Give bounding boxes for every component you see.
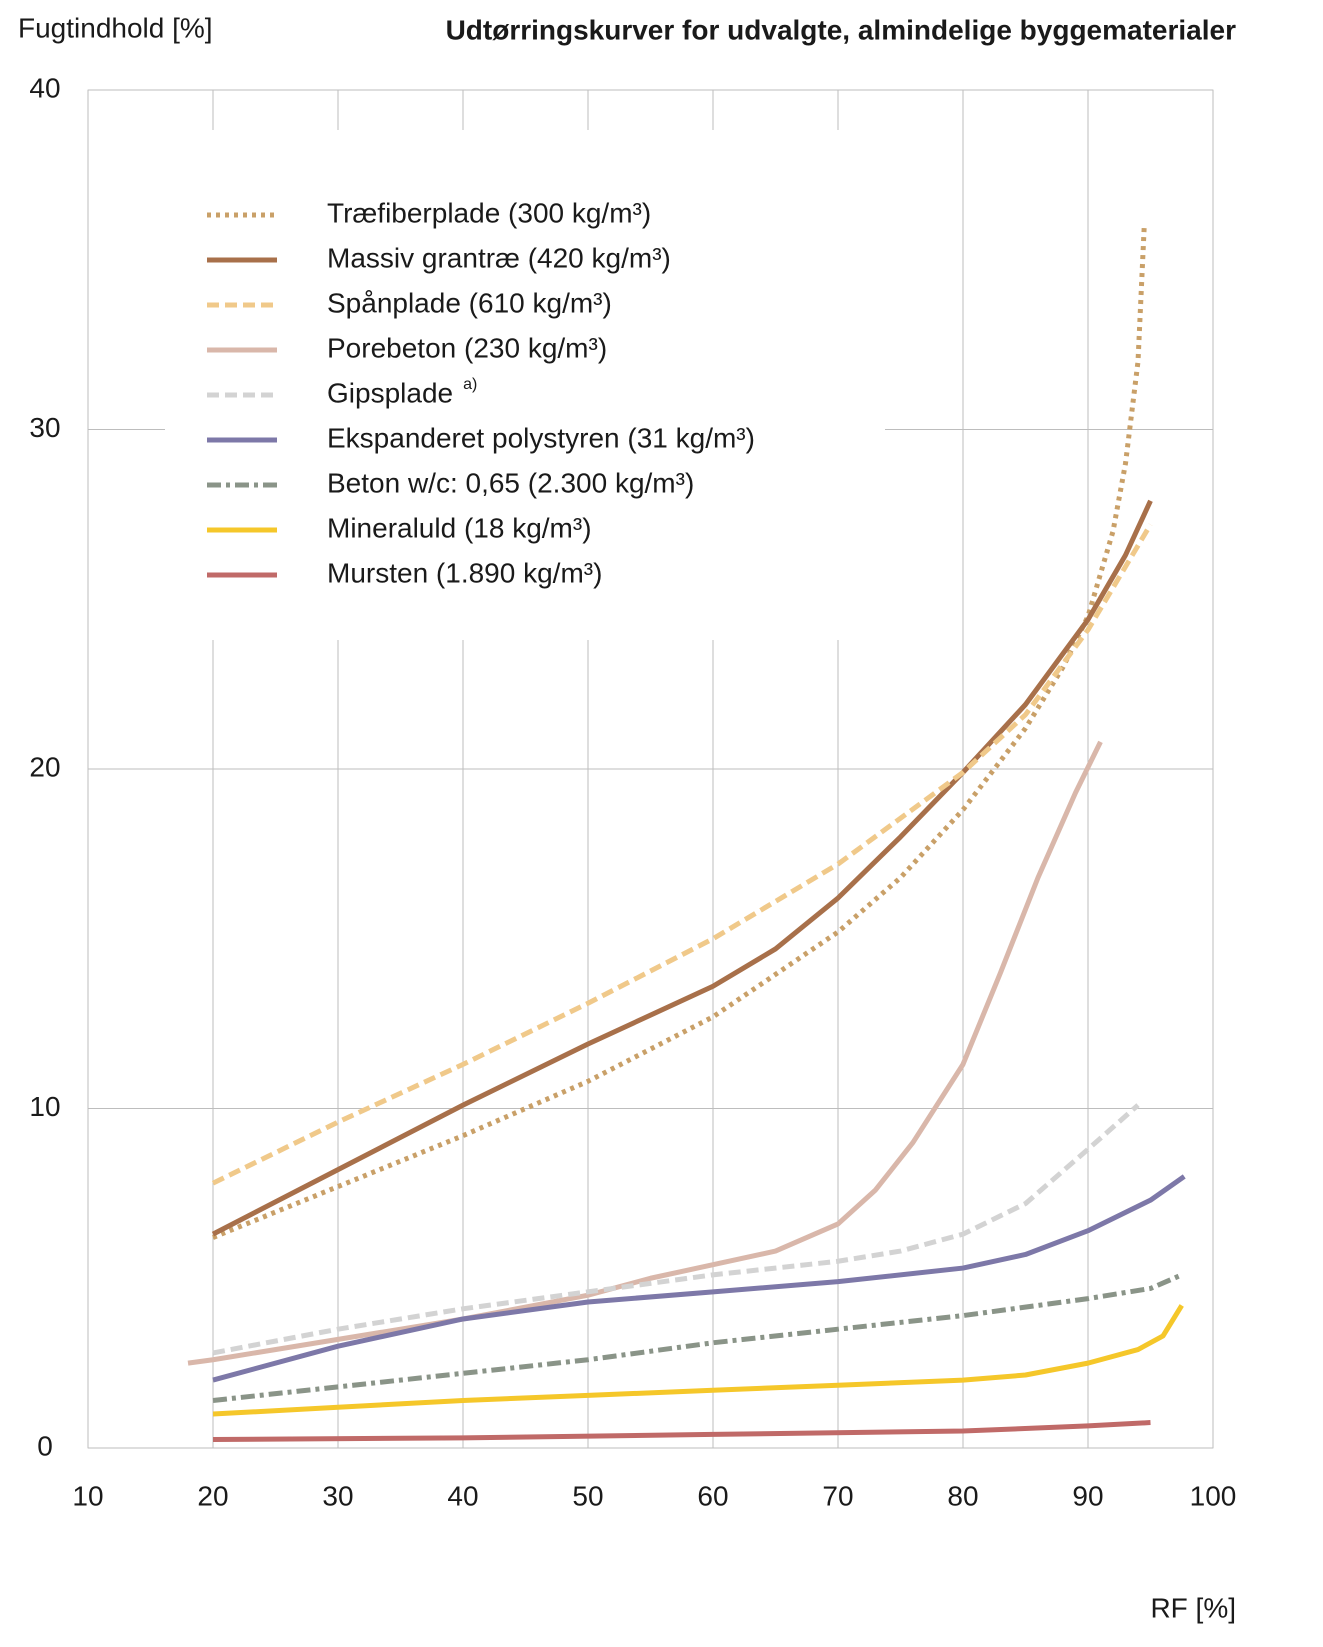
x-tick-label: 90 bbox=[1072, 1480, 1103, 1511]
chart-title: Udtørringskurver for udvalgte, almindeli… bbox=[446, 14, 1237, 45]
x-axis-label: RF [%] bbox=[1150, 1592, 1236, 1623]
legend-label: Spånplade (610 kg/m³) bbox=[327, 287, 612, 318]
y-tick-label: 0 bbox=[37, 1430, 53, 1461]
legend-label: Beton w/c: 0,65 (2.300 kg/m³) bbox=[327, 467, 694, 498]
data-line bbox=[211, 523, 1153, 1186]
legend-label: Massiv grantræ (420 kg/m³) bbox=[327, 242, 671, 273]
x-tick-label: 70 bbox=[822, 1480, 853, 1511]
legend-box bbox=[165, 130, 885, 640]
data-line bbox=[212, 1420, 1151, 1443]
legend-label: Mineraluld (18 kg/m³) bbox=[327, 512, 592, 543]
x-tick-label: 40 bbox=[447, 1480, 478, 1511]
data-line bbox=[211, 499, 1153, 1237]
x-tick-label: 30 bbox=[322, 1480, 353, 1511]
legend-label: Porebeton (230 kg/m³) bbox=[327, 332, 607, 363]
legend-label: Ekspanderet polystyren (31 kg/m³) bbox=[327, 422, 755, 453]
data-line bbox=[212, 1174, 1186, 1383]
y-tick-label: 30 bbox=[29, 412, 60, 443]
data-line bbox=[212, 1304, 1184, 1417]
x-tick-label: 50 bbox=[572, 1480, 603, 1511]
x-tick-label: 60 bbox=[697, 1480, 728, 1511]
legend-label: Træfiberplade (300 kg/m³) bbox=[327, 197, 651, 228]
data-line bbox=[187, 740, 1103, 1366]
y-tick-label: 10 bbox=[29, 1091, 60, 1122]
x-tick-label: 100 bbox=[1190, 1480, 1237, 1511]
x-tick-label: 80 bbox=[947, 1480, 978, 1511]
data-line bbox=[212, 225, 1147, 1240]
y-tick-label: 20 bbox=[29, 751, 60, 782]
data-line bbox=[212, 1103, 1140, 1356]
y-tick-label: 40 bbox=[29, 72, 60, 103]
y-axis-label: Fugtindhold [%] bbox=[18, 12, 213, 43]
x-tick-label: 20 bbox=[197, 1480, 228, 1511]
x-tick-label: 10 bbox=[72, 1480, 103, 1511]
data-line bbox=[212, 1272, 1183, 1403]
legend-label: Gipsplade bbox=[327, 377, 453, 408]
legend-note: a) bbox=[463, 376, 477, 393]
legend-label: Mursten (1.890 kg/m³) bbox=[327, 557, 602, 588]
